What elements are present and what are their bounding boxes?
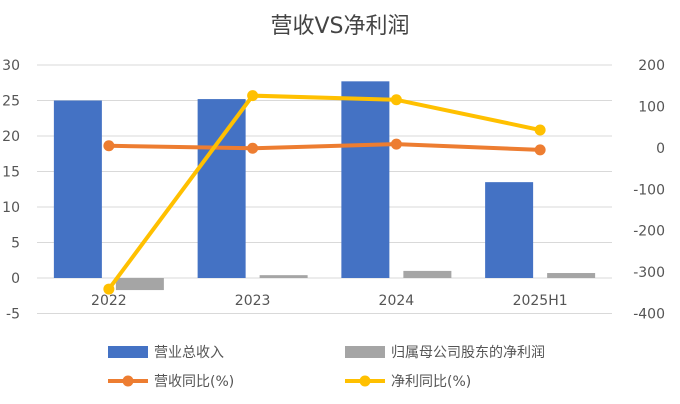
point-profit-yoy [103,283,115,295]
right-tick-label: 200 [638,58,665,74]
left-tick-label: 10 [2,200,20,216]
x-tick-label: 2025H1 [513,293,568,309]
legend-marker [359,375,371,387]
bar-net-profit [403,270,452,278]
bar-revenue [197,99,246,278]
left-tick-label: 25 [2,94,20,110]
right-tick-label: -200 [633,224,665,240]
right-tick-label: -100 [633,182,665,198]
point-revenue-yoy [534,144,546,156]
left-tick-label: 0 [11,271,20,287]
point-profit-yoy [247,90,259,102]
left-tick-label: 15 [2,165,20,181]
legend-label: 营收同比(%) [154,374,234,390]
legend-swatch [108,346,148,358]
x-tick-label: 2022 [91,293,127,309]
bar-net-profit [115,278,164,291]
left-tick-label: 30 [2,58,20,74]
x-tick-label: 2024 [379,293,415,309]
bar-net-profit [259,275,308,278]
legend-marker [122,375,134,387]
legend-label: 归属母公司股东的净利润 [391,344,545,361]
line-revenue-yoy [108,142,541,152]
bar-revenue [53,100,102,278]
right-tick-label: -400 [633,307,665,323]
right-tick-label: 0 [656,141,665,157]
legend-label: 净利同比(%) [391,374,471,390]
left-tick-label: 5 [11,236,20,252]
x-tick-label: 2023 [235,293,271,309]
right-tick-label: -300 [633,265,665,281]
right-tick-label: 100 [638,99,665,115]
bar-revenue [341,81,390,278]
legend-swatch [345,346,385,358]
bar-revenue [485,182,534,278]
bar-net-profit [547,273,596,278]
point-profit-yoy [534,124,546,136]
point-revenue-yoy [390,138,402,150]
left-tick-label: 20 [2,129,20,145]
line-profit-yoy [107,93,541,291]
legend-label: 营业总收入 [154,345,224,361]
point-profit-yoy [390,94,402,106]
chart-title: 营收VS净利润 [270,14,409,39]
point-revenue-yoy [247,142,259,154]
left-tick-label: -5 [6,307,20,323]
point-revenue-yoy [103,140,115,152]
